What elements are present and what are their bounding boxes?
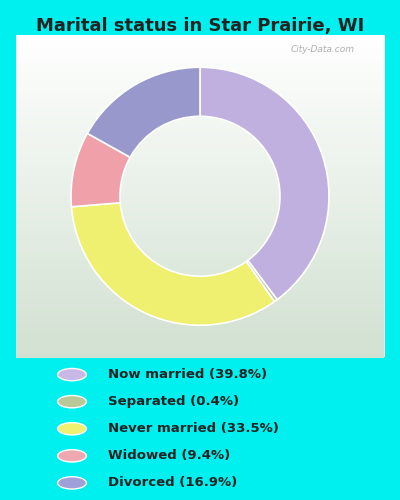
Bar <box>16 108 384 112</box>
Bar <box>16 180 384 184</box>
Ellipse shape <box>58 396 86 408</box>
Bar <box>16 144 384 148</box>
Ellipse shape <box>58 450 86 462</box>
Text: Widowed (9.4%): Widowed (9.4%) <box>108 450 230 462</box>
Wedge shape <box>87 67 200 158</box>
Bar <box>16 224 384 228</box>
Bar <box>16 196 384 200</box>
Bar <box>16 112 384 116</box>
Wedge shape <box>246 260 277 302</box>
Bar <box>16 192 384 196</box>
Bar <box>16 228 384 232</box>
Bar <box>16 317 384 321</box>
Bar <box>16 346 384 350</box>
Bar <box>16 252 384 256</box>
Text: Marital status in Star Prairie, WI: Marital status in Star Prairie, WI <box>36 18 364 36</box>
Bar <box>16 51 384 55</box>
Bar <box>16 63 384 68</box>
Bar <box>16 350 384 354</box>
Bar <box>16 39 384 43</box>
Ellipse shape <box>58 368 86 381</box>
Bar <box>16 76 384 80</box>
Bar <box>16 293 384 297</box>
Bar <box>16 244 384 248</box>
Bar <box>16 168 384 172</box>
Bar <box>16 285 384 289</box>
Bar <box>16 160 384 164</box>
Bar <box>16 59 384 63</box>
Bar <box>16 116 384 119</box>
Ellipse shape <box>58 476 86 489</box>
Bar <box>16 305 384 309</box>
Text: Divorced (16.9%): Divorced (16.9%) <box>108 476 237 490</box>
Bar <box>16 325 384 330</box>
Bar <box>16 136 384 140</box>
Bar <box>16 132 384 136</box>
Bar <box>16 309 384 313</box>
Bar <box>16 265 384 269</box>
Bar <box>16 124 384 128</box>
Bar <box>16 92 384 96</box>
Bar <box>16 236 384 240</box>
Bar <box>16 156 384 160</box>
Bar <box>16 216 384 220</box>
Bar <box>16 55 384 59</box>
Bar <box>16 289 384 293</box>
Bar <box>16 342 384 345</box>
Bar <box>16 354 384 358</box>
Bar <box>16 232 384 236</box>
Bar <box>16 164 384 168</box>
Wedge shape <box>200 67 329 300</box>
Wedge shape <box>72 203 274 325</box>
Bar <box>16 140 384 144</box>
Bar <box>16 212 384 216</box>
Text: City-Data.com: City-Data.com <box>291 44 355 54</box>
Bar <box>16 281 384 285</box>
Bar <box>16 277 384 281</box>
Bar <box>16 43 384 47</box>
Ellipse shape <box>58 422 86 435</box>
Bar <box>16 269 384 273</box>
Bar <box>16 148 384 152</box>
Bar <box>16 176 384 180</box>
Bar <box>16 204 384 208</box>
Bar <box>16 313 384 317</box>
Bar <box>16 172 384 176</box>
Bar <box>16 100 384 103</box>
Bar <box>16 47 384 51</box>
Bar <box>16 261 384 265</box>
Bar <box>16 120 384 124</box>
Wedge shape <box>71 134 130 207</box>
Bar <box>16 68 384 71</box>
Bar <box>16 104 384 108</box>
Bar <box>16 334 384 338</box>
Bar <box>16 35 384 39</box>
Bar <box>16 301 384 305</box>
Bar <box>16 72 384 76</box>
Bar <box>16 321 384 325</box>
Bar <box>16 152 384 156</box>
Bar <box>16 273 384 277</box>
Bar <box>16 88 384 92</box>
Bar <box>16 96 384 100</box>
Bar <box>16 256 384 261</box>
Bar <box>16 184 384 188</box>
Bar <box>16 188 384 192</box>
Bar <box>16 240 384 244</box>
Bar <box>16 338 384 342</box>
Bar <box>16 208 384 212</box>
Text: Now married (39.8%): Now married (39.8%) <box>108 368 267 381</box>
Bar <box>16 200 384 204</box>
Text: Never married (33.5%): Never married (33.5%) <box>108 422 279 435</box>
Bar <box>16 248 384 252</box>
Bar <box>16 297 384 301</box>
Bar <box>16 330 384 334</box>
Bar <box>16 80 384 84</box>
Bar <box>16 220 384 224</box>
Bar <box>16 84 384 87</box>
Text: Separated (0.4%): Separated (0.4%) <box>108 395 239 408</box>
Bar <box>16 128 384 132</box>
